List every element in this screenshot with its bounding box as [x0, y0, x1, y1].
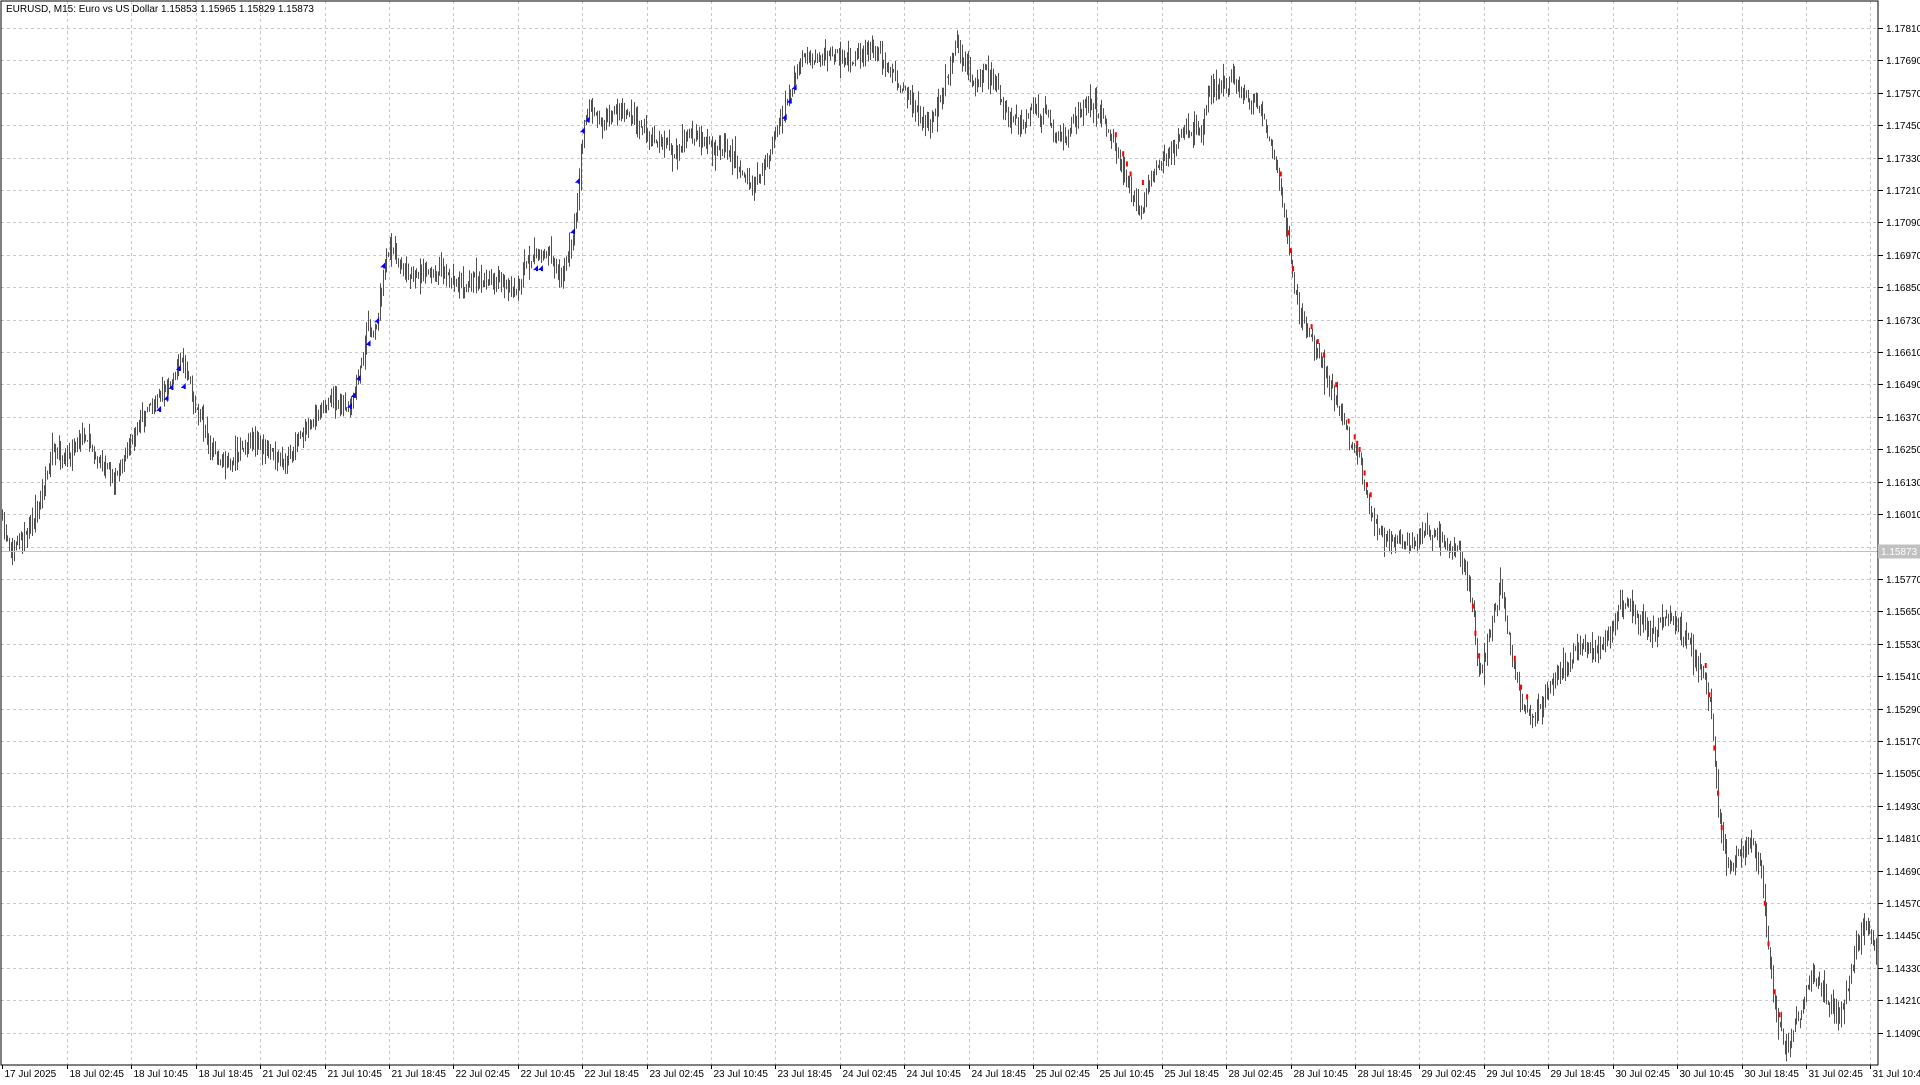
price-tick-label: 1.14450	[1886, 931, 1920, 942]
current-price-tag-label: 1.15873	[1881, 547, 1918, 558]
time-tick-label: 25 Jul 02:45	[1036, 1069, 1091, 1080]
time-tick-label: 21 Jul 18:45	[392, 1069, 447, 1080]
time-tick-label: 22 Jul 18:45	[585, 1069, 640, 1080]
price-tick-label: 1.16970	[1886, 251, 1920, 262]
price-tick-label: 1.14090	[1886, 1029, 1920, 1040]
time-tick-label: 29 Jul 02:45	[1422, 1069, 1477, 1080]
time-tick-label: 30 Jul 02:45	[1616, 1069, 1671, 1080]
time-tick-label: 17 Jul 2025	[5, 1069, 57, 1080]
price-tick-label: 1.17330	[1886, 154, 1920, 165]
time-tick-label: 22 Jul 10:45	[521, 1069, 576, 1080]
price-tick-label: 1.16010	[1886, 510, 1920, 521]
price-tick-label: 1.17210	[1886, 186, 1920, 197]
time-tick-label: 23 Jul 18:45	[778, 1069, 833, 1080]
price-tick-label: 1.17690	[1886, 56, 1920, 67]
time-tick-label: 21 Jul 02:45	[263, 1069, 318, 1080]
price-tick-label: 1.14930	[1886, 802, 1920, 813]
time-tick-label: 31 Jul 10:45	[1873, 1069, 1920, 1080]
time-tick-label: 31 Jul 02:45	[1809, 1069, 1864, 1080]
time-tick-label: 21 Jul 10:45	[328, 1069, 383, 1080]
time-tick-label: 23 Jul 10:45	[714, 1069, 769, 1080]
price-tick-label: 1.15530	[1886, 640, 1920, 651]
price-tick-label: 1.17090	[1886, 218, 1920, 229]
price-tick-label: 1.15050	[1886, 769, 1920, 780]
price-tick-label: 1.16730	[1886, 316, 1920, 327]
time-tick-label: 22 Jul 02:45	[456, 1069, 511, 1080]
time-tick-label: 18 Jul 02:45	[70, 1069, 125, 1080]
price-tick-label: 1.15770	[1886, 575, 1920, 586]
price-tick-label: 1.15290	[1886, 705, 1920, 716]
time-tick-label: 25 Jul 18:45	[1165, 1069, 1220, 1080]
price-tick-label: 1.16370	[1886, 413, 1920, 424]
time-tick-label: 29 Jul 18:45	[1551, 1069, 1606, 1080]
time-tick-label: 24 Jul 02:45	[843, 1069, 898, 1080]
time-tick-label: 23 Jul 02:45	[650, 1069, 705, 1080]
price-tick-label: 1.15170	[1886, 737, 1920, 748]
price-tick-label: 1.16850	[1886, 283, 1920, 294]
price-tick-label: 1.17570	[1886, 89, 1920, 100]
price-tick-label: 1.14570	[1886, 899, 1920, 910]
symbol-info-label: EURUSD, M15: Euro vs US Dollar 1.15853 1…	[6, 4, 314, 15]
time-tick-label: 18 Jul 10:45	[134, 1069, 189, 1080]
price-tick-label: 1.14690	[1886, 867, 1920, 878]
time-tick-label: 18 Jul 18:45	[199, 1069, 254, 1080]
time-tick-label: 30 Jul 18:45	[1745, 1069, 1800, 1080]
price-tick-label: 1.14210	[1886, 996, 1920, 1007]
price-tick-label: 1.15410	[1886, 672, 1920, 683]
time-tick-label: 24 Jul 10:45	[907, 1069, 962, 1080]
price-tick-label: 1.16490	[1886, 380, 1920, 391]
price-tick-label: 1.16610	[1886, 348, 1920, 359]
time-tick-label: 28 Jul 10:45	[1294, 1069, 1349, 1080]
time-tick-label: 28 Jul 02:45	[1229, 1069, 1284, 1080]
time-tick-label: 24 Jul 18:45	[972, 1069, 1027, 1080]
time-tick-label: 29 Jul 10:45	[1487, 1069, 1542, 1080]
price-tick-label: 1.17450	[1886, 121, 1920, 132]
price-tick-label: 1.17810	[1886, 24, 1920, 35]
price-tick-label: 1.16250	[1886, 445, 1920, 456]
price-tick-label: 1.16130	[1886, 478, 1920, 489]
time-tick-label: 28 Jul 18:45	[1358, 1069, 1413, 1080]
price-tick-label: 1.14330	[1886, 964, 1920, 975]
price-tick-label: 1.15650	[1886, 607, 1920, 618]
time-tick-label: 30 Jul 10:45	[1680, 1069, 1735, 1080]
price-tick-label: 1.14810	[1886, 834, 1920, 845]
time-tick-label: 25 Jul 10:45	[1100, 1069, 1155, 1080]
